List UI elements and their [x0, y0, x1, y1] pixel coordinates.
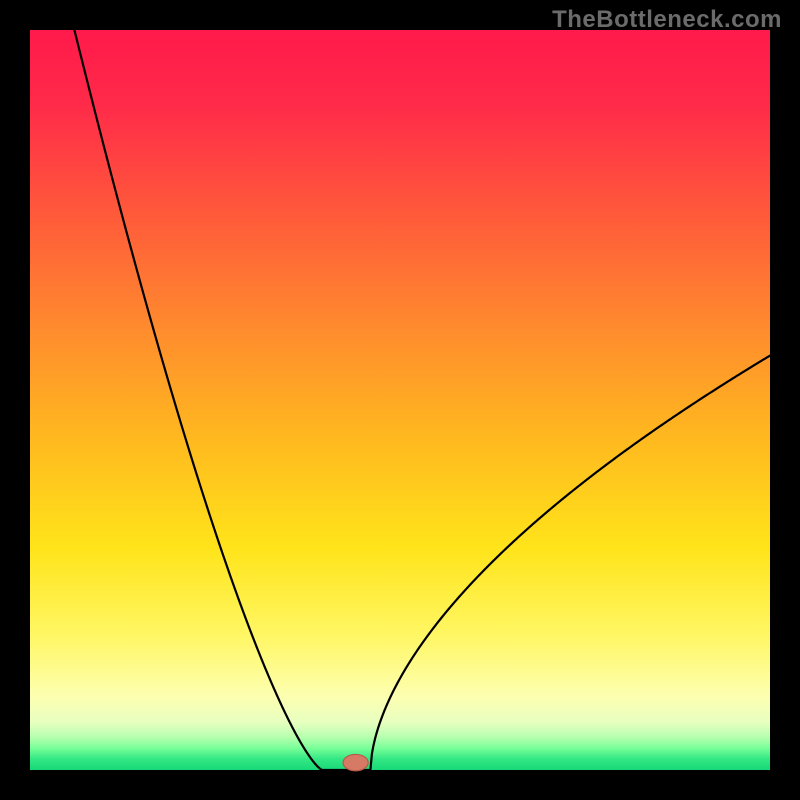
watermark-text: TheBottleneck.com	[552, 6, 782, 34]
minimum-marker	[343, 754, 368, 770]
chart-container: TheBottleneck.com	[0, 0, 800, 800]
bottleneck-chart	[0, 0, 800, 800]
gradient-background	[30, 30, 770, 770]
